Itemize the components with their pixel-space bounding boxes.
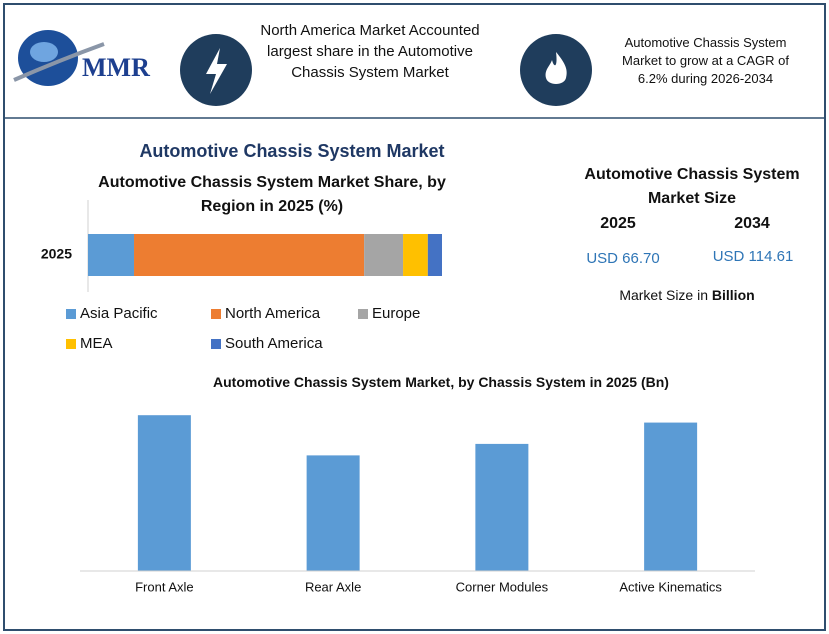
size-unit-note: Market Size in Billion — [587, 287, 787, 303]
legend-swatch — [211, 339, 221, 349]
bar — [306, 455, 360, 571]
main-title: Automotive Chassis System Market — [139, 141, 444, 161]
highlight-2: Automotive Chassis System Market to grow… — [622, 35, 789, 86]
legend-label: Asia Pacific — [80, 305, 158, 322]
share-chart-title: Automotive Chassis System Market Share, … — [98, 174, 446, 215]
size-value: USD 114.61 — [712, 248, 794, 265]
legend-swatch — [358, 309, 368, 319]
x-tick-label: Corner Modules — [456, 579, 549, 594]
bar — [137, 415, 191, 571]
x-tick-label: Rear Axle — [305, 579, 361, 594]
bar-segment — [134, 234, 365, 276]
bar — [475, 443, 529, 571]
bar-segment — [403, 234, 428, 276]
highlight-1: North America Market Accounted largest s… — [260, 22, 480, 81]
legend-label: Europe — [372, 305, 420, 322]
size-title: Automotive Chassis System Market Size — [584, 166, 800, 207]
logo-text: MMR — [82, 53, 150, 82]
bar-chart-title: Automotive Chassis System Market, by Cha… — [213, 374, 669, 390]
size-value: USD 66.70 — [586, 250, 660, 267]
bolt-glyph — [206, 48, 227, 94]
y-tick-label: 2025 — [41, 246, 72, 262]
legend-label: MEA — [80, 335, 113, 352]
bar-segment — [364, 234, 404, 276]
frame — [3, 3, 826, 631]
legend-swatch — [66, 339, 76, 349]
x-tick-label: Active Kinematics — [619, 579, 722, 594]
flame-glyph — [545, 52, 567, 84]
logo: MMR — [13, 30, 150, 86]
legend-label: South America — [225, 335, 323, 352]
legend-swatch — [211, 309, 221, 319]
size-year: 2025 — [600, 215, 636, 232]
unit-prefix: Market Size in — [619, 287, 709, 303]
bar-segment — [88, 234, 135, 276]
bar-segment — [427, 234, 442, 276]
bar — [644, 422, 698, 571]
legend-swatch — [66, 309, 76, 319]
x-tick-label: Front Axle — [135, 579, 194, 594]
legend-label: North America — [225, 305, 321, 322]
size-year: 2034 — [734, 215, 770, 232]
unit: Billion — [711, 287, 755, 303]
